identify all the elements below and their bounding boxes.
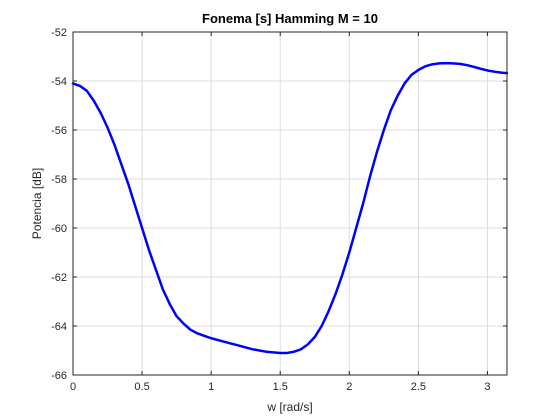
y-tick-label: -66 [51,370,67,382]
chart-title: Fonema [s] Hamming M = 10 [202,11,378,26]
x-tick-label: 3 [484,381,490,393]
x-tick-label: 0.5 [134,381,149,393]
y-tick-label: -62 [51,272,67,284]
y-tick-label: -64 [51,321,67,333]
x-axis-label: w [rad/s] [266,400,312,414]
plot-area [73,32,507,375]
series-line [71,61,509,355]
y-tick-label: -52 [51,27,67,39]
ticks: 0 0.5 1 1.5 2 2.5 3 -66 -64 -62 -60 -58 -56 -54 -52 [51,27,507,393]
y-tick-label: -54 [51,76,67,88]
y-tick-label: -58 [51,174,67,186]
x-tick-label: 1 [208,381,214,393]
x-tick-label: 1.5 [273,381,288,393]
axes-box [72,31,508,376]
x-tick-label: 2 [346,381,352,393]
x-tick-label: 0 [70,381,76,393]
y-tick-label: -56 [51,125,67,137]
y-tick-label: -60 [51,223,67,235]
series-layer [71,61,509,355]
x-tick-label: 2.5 [411,381,426,393]
y-axis-label: Potencia [dB] [30,168,44,239]
